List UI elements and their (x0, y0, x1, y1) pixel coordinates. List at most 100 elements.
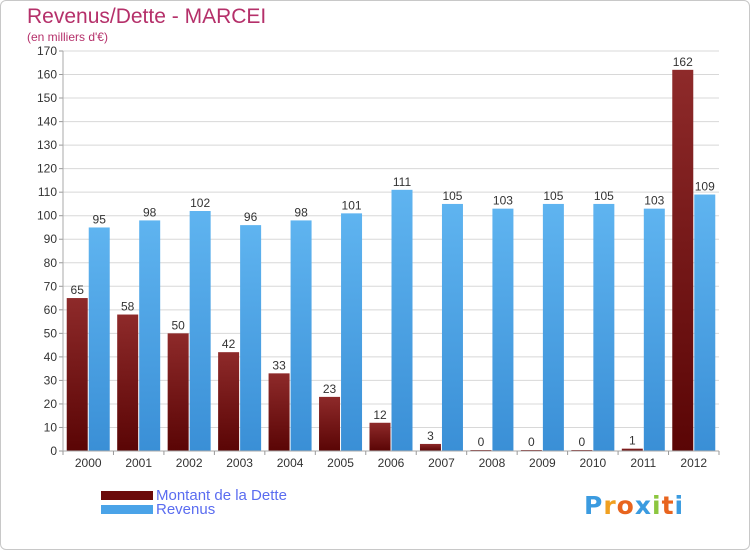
logo-letter: i (652, 491, 662, 520)
y-tick-label: 120 (37, 162, 57, 176)
legend-label-revenus: Revenus (156, 500, 216, 518)
axes: 0102030405060708090100110120130140150160… (37, 44, 720, 470)
legend-swatch-dette (101, 490, 153, 500)
chart-title: Revenus/Dette - MARCEI (27, 5, 267, 28)
x-tick-label: 2000 (75, 456, 102, 470)
y-tick-label: 130 (37, 138, 57, 152)
bar-revenus (441, 203, 463, 451)
logo-letter: P (584, 491, 604, 520)
data-label: 105 (543, 189, 563, 203)
data-label: 1 (629, 434, 636, 448)
bars (66, 69, 716, 451)
x-tick-label: 2002 (176, 456, 203, 470)
y-tick-label: 10 (44, 420, 58, 434)
data-label: 3 (427, 429, 434, 443)
data-label: 96 (244, 210, 258, 224)
bar-revenus (139, 220, 161, 451)
data-labels: 65 95 58 98 50 102 42 96 33 98 23 101 12 111 3 105 0 103 0… (71, 55, 716, 449)
legend-swatch-revenus (101, 504, 153, 514)
logo-letter: t (661, 491, 675, 520)
grid-lines (63, 50, 719, 452)
legend-item-revenus: Revenus (101, 500, 216, 518)
y-tick-label: 70 (44, 279, 58, 293)
y-tick-label: 20 (44, 397, 58, 411)
bar-dette (268, 373, 290, 451)
legend-label-dette: Montant de la Dette (156, 486, 287, 504)
logo-letter: r (603, 491, 617, 520)
y-tick-label: 100 (37, 209, 57, 223)
y-tick-label: 140 (37, 115, 57, 129)
data-label: 101 (342, 198, 362, 212)
x-tick-label: 2006 (378, 456, 405, 470)
data-label: 103 (493, 194, 513, 208)
x-tick-label: 2012 (680, 456, 707, 470)
bar-revenus (492, 208, 514, 451)
bar-revenus (189, 211, 211, 451)
data-label: 0 (478, 435, 485, 449)
y-tick-label: 60 (44, 303, 58, 317)
bar-dette (117, 314, 139, 451)
bar-dette (218, 352, 240, 451)
logo-letter: i (674, 491, 685, 520)
bar-dette (319, 396, 341, 451)
data-label: 50 (171, 318, 185, 332)
x-tick-label: 2004 (277, 456, 304, 470)
data-label: 109 (695, 180, 715, 194)
y-tick-label: 50 (44, 326, 58, 340)
data-label: 98 (143, 205, 157, 219)
logo-letter: x (634, 491, 652, 520)
legend-item-dette: Montant de la Dette (101, 486, 287, 504)
bar-revenus (290, 220, 312, 451)
x-tick-label: 2003 (226, 456, 253, 470)
data-label: 98 (294, 205, 308, 219)
data-label: 105 (594, 189, 614, 203)
x-tick-label: 2011 (630, 456, 656, 470)
bar-revenus (240, 225, 262, 451)
bar-revenus (341, 213, 363, 451)
bar-revenus (643, 208, 665, 451)
data-label: 103 (644, 194, 664, 208)
bar-dette (66, 298, 88, 451)
x-tick-label: 2009 (529, 456, 556, 470)
bar-revenus (593, 203, 615, 451)
y-tick-label: 40 (44, 350, 58, 364)
data-label: 105 (442, 189, 462, 203)
y-tick-label: 30 (44, 373, 58, 387)
bar-dette (369, 422, 391, 451)
bar-dette (419, 443, 441, 451)
data-label: 111 (393, 175, 412, 189)
data-label: 58 (121, 300, 135, 314)
bar-revenus (694, 194, 716, 451)
y-tick-label: 160 (37, 68, 57, 82)
x-tick-label: 2010 (579, 456, 606, 470)
data-label: 0 (579, 435, 586, 449)
bar-revenus (542, 203, 564, 451)
y-tick-label: 90 (44, 232, 58, 246)
data-label: 33 (272, 358, 286, 372)
x-tick-label: 2001 (125, 456, 152, 470)
data-label: 0 (528, 435, 535, 449)
data-label: 102 (190, 196, 210, 210)
data-label: 95 (93, 212, 107, 226)
data-label: 65 (71, 283, 85, 297)
bar-dette (672, 69, 694, 451)
y-tick-label: 170 (37, 44, 57, 58)
bar-dette (621, 448, 643, 451)
y-tick-label: 110 (38, 185, 57, 199)
data-label: 23 (323, 382, 337, 396)
x-tick-label: 2005 (327, 456, 354, 470)
y-tick-label: 150 (37, 91, 57, 105)
bar-revenus (391, 189, 413, 451)
bar-revenus (88, 227, 110, 451)
y-tick-label: 0 (50, 444, 57, 458)
data-label: 12 (373, 408, 387, 422)
data-label: 162 (673, 55, 693, 69)
bar-dette (167, 333, 189, 451)
y-tick-label: 80 (44, 256, 58, 270)
chart-subtitle: (en milliers d'€) (27, 30, 108, 44)
data-label: 42 (222, 337, 236, 351)
logo-letter: o (616, 491, 635, 520)
x-tick-label: 2008 (479, 456, 506, 470)
